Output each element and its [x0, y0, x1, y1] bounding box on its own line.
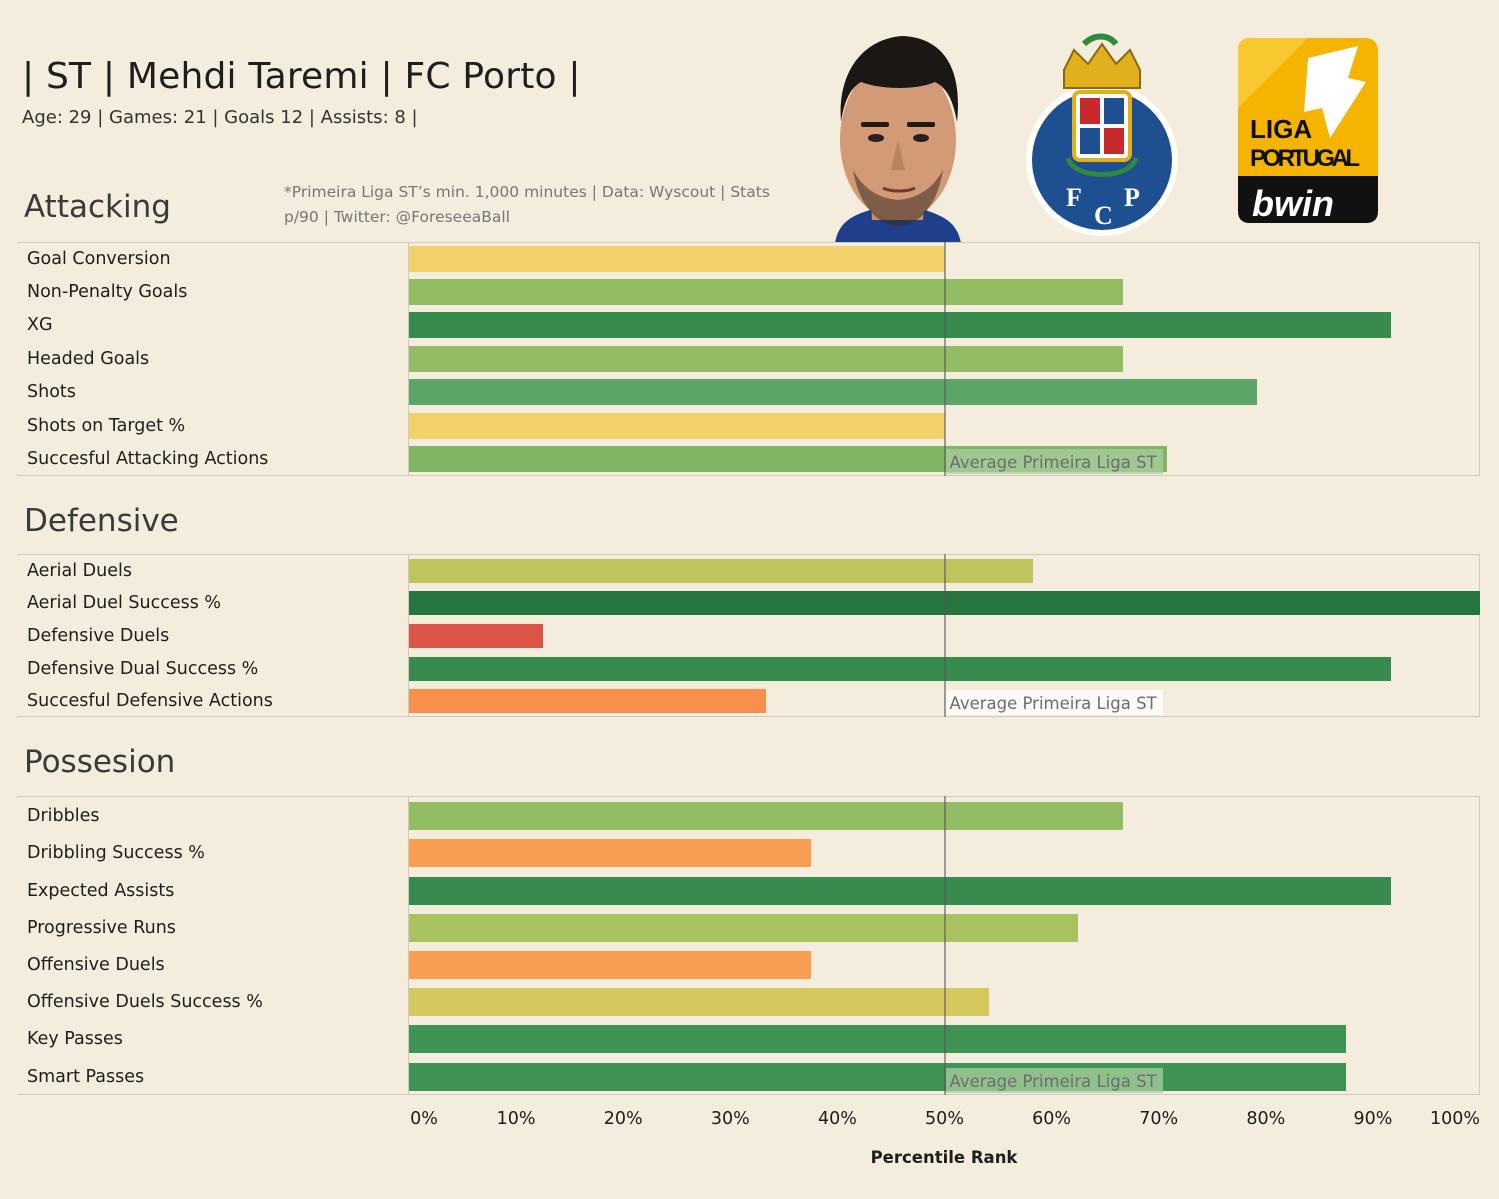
possesion-metric-bar[interactable]: [409, 1063, 1347, 1091]
crest-letter-f: F: [1066, 183, 1082, 212]
possesion-metric-bar[interactable]: [409, 802, 1124, 830]
x-axis-tick-label: 80%: [1246, 1109, 1286, 1129]
section-title-possesion: Possesion: [24, 744, 176, 780]
defensive-metric-bar[interactable]: [409, 624, 543, 648]
x-axis-tick-label: 70%: [1139, 1109, 1179, 1129]
defensive-metric-label: Aerial Duel Success %: [27, 593, 222, 613]
defensive-average-label: Average Primeira Liga ST: [945, 690, 1163, 715]
possesion-metric-label: Key Passes: [27, 1029, 123, 1049]
defensive-metric-label: Defensive Dual Success %: [27, 659, 259, 679]
defensive-average-line: [943, 554, 946, 717]
player-summary: Age: 29 | Games: 21 | Goals 12 | Assists…: [22, 107, 418, 128]
league-logo-line2: PORTUGAL: [1250, 145, 1360, 172]
possesion-label-panel: [17, 796, 408, 1095]
league-logo-sponsor: bwin: [1252, 183, 1334, 223]
attacking-average-line: [943, 242, 946, 476]
x-axis-title: Percentile Rank: [870, 1148, 1018, 1167]
defensive-metric-bar[interactable]: [409, 689, 766, 713]
x-axis-tick-label: 50%: [925, 1109, 964, 1129]
attacking-metric-bar[interactable]: [409, 413, 945, 439]
possesion-metric-bar[interactable]: [409, 1025, 1347, 1053]
attacking-metric-label: Non-Penalty Goals: [27, 282, 188, 302]
possesion-metric-label: Offensive Duels: [27, 955, 165, 975]
attacking-label-panel: [17, 242, 408, 476]
defensive-metric-label: Defensive Duels: [27, 626, 170, 646]
x-axis-tick-label: 90%: [1353, 1109, 1393, 1129]
fc-porto-crest-icon: F C P: [1026, 33, 1178, 236]
attacking-metric-label: Goal Conversion: [27, 249, 171, 269]
x-axis-tick-label: 40%: [817, 1109, 857, 1129]
x-axis-tick-label: 0%: [410, 1109, 438, 1129]
crest-letter-c: C: [1094, 201, 1113, 230]
possesion-metric-bar[interactable]: [409, 914, 1079, 942]
attacking-metric-label: Shots: [27, 382, 76, 402]
attacking-metric-bar[interactable]: [409, 246, 945, 272]
possesion-metric-label: Expected Assists: [27, 881, 175, 901]
possesion-metric-bar[interactable]: [409, 839, 811, 867]
player-photo: [835, 36, 961, 243]
x-axis-tick-label: 60%: [1032, 1109, 1072, 1129]
x-axis-tick-label: 20%: [603, 1109, 643, 1129]
section-title-defensive: Defensive: [24, 503, 179, 539]
defensive-label-panel: [17, 554, 408, 717]
attacking-metric-label: Shots on Target %: [27, 416, 186, 436]
possesion-metric-label: Progressive Runs: [27, 918, 176, 938]
attacking-metric-bar[interactable]: [409, 279, 1124, 305]
possesion-metric-label: Smart Passes: [27, 1067, 145, 1087]
liga-portugal-logo: LIGA PORTUGAL bwin: [1238, 38, 1378, 223]
defensive-metric-label: Succesful Defensive Actions: [27, 691, 273, 711]
possesion-metric-label: Dribbling Success %: [27, 843, 205, 863]
attacking-metric-label: XG: [27, 315, 53, 335]
section-title-attacking: Attacking: [24, 189, 171, 225]
page-title: | ST | Mehdi Taremi | FC Porto |: [22, 56, 581, 97]
attacking-metric-label: Succesful Attacking Actions: [27, 449, 269, 469]
defensive-metric-bar[interactable]: [409, 559, 1034, 583]
possesion-metric-bar[interactable]: [409, 951, 811, 979]
possesion-metric-label: Offensive Duels Success %: [27, 992, 263, 1012]
possesion-average-line: [943, 796, 946, 1095]
possesion-metric-bar[interactable]: [409, 988, 990, 1016]
defensive-metric-bar[interactable]: [409, 657, 1392, 681]
attacking-metric-bar[interactable]: [409, 379, 1258, 405]
crest-letter-p: P: [1124, 183, 1140, 212]
attacking-metric-bar[interactable]: [409, 312, 1392, 338]
possesion-average-label: Average Primeira Liga ST: [945, 1068, 1163, 1093]
possesion-metric-bar[interactable]: [409, 877, 1392, 905]
x-axis-tick-label: 100%: [1429, 1109, 1481, 1129]
attacking-average-label: Average Primeira Liga ST: [945, 449, 1163, 474]
x-axis-tick-label: 30%: [710, 1109, 750, 1129]
possesion-metric-label: Dribbles: [27, 806, 100, 826]
attacking-metric-label: Headed Goals: [27, 349, 150, 369]
data-source-note: *Primeira Liga ST’s min. 1,000 minutes |…: [284, 183, 770, 226]
x-axis-tick-label: 10%: [496, 1109, 536, 1129]
attacking-metric-bar[interactable]: [409, 346, 1124, 372]
defensive-metric-label: Aerial Duels: [27, 561, 132, 581]
league-logo-line1: LIGA: [1250, 114, 1312, 144]
